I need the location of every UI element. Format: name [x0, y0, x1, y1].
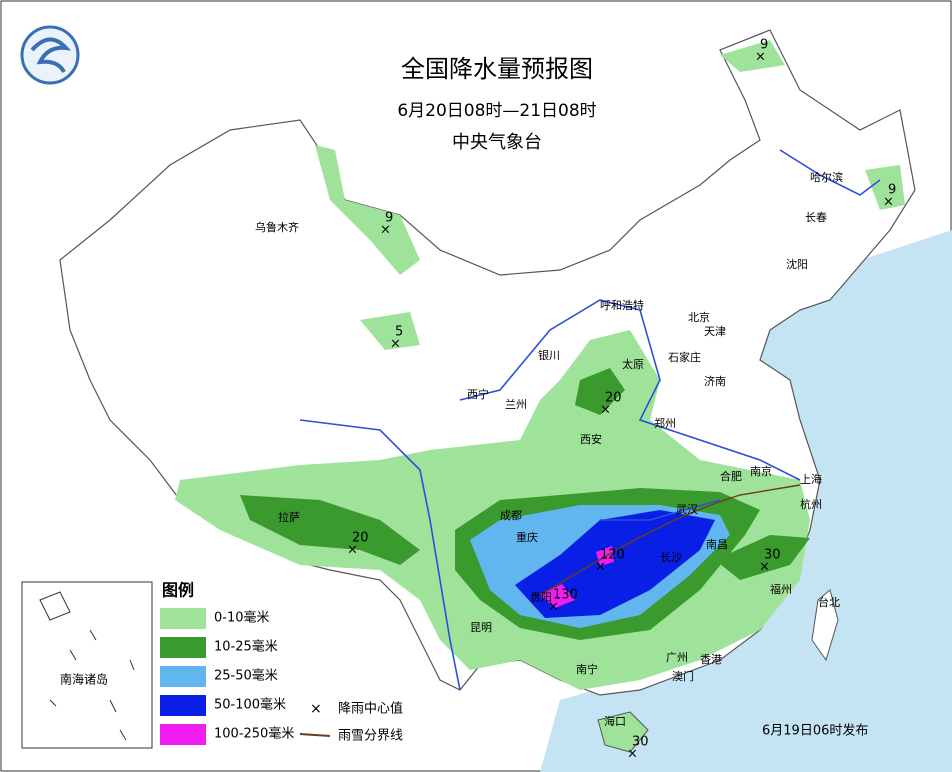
center-mark: × [627, 747, 638, 762]
inset-islands [39, 591, 135, 741]
city-label: 银川 [538, 348, 560, 362]
issuer: 中央气象台 [452, 132, 542, 153]
city-label: 杭州 [800, 497, 822, 511]
logo [20, 25, 80, 85]
city-label: 南京 [750, 464, 772, 478]
legend-label: 10-25毫米 [214, 639, 278, 655]
snow-line-key [299, 733, 331, 737]
center-mark: × [380, 223, 391, 238]
city-label: 兰州 [505, 398, 527, 411]
center-mark: × [755, 50, 766, 65]
city-label: 天津 [704, 325, 726, 338]
taiwan [811, 589, 839, 662]
city-label: 西安 [580, 432, 602, 446]
city-label: 郑州 [654, 416, 676, 430]
city-label: 福州 [770, 582, 792, 596]
city-label: 台北 [818, 595, 840, 609]
city-label: 贵阳 [530, 591, 552, 604]
center-mark: × [595, 560, 606, 575]
legend-swatch [160, 724, 206, 745]
city-label: 广州 [666, 651, 688, 664]
city-label: 南昌 [706, 538, 728, 551]
city-label: 石家庄 [668, 350, 701, 364]
city-label: 重庆 [516, 530, 538, 544]
city-label: 南宁 [576, 662, 598, 676]
city-label: 济南 [704, 374, 726, 388]
city-label: 香港 [700, 653, 722, 666]
rivers [299, 149, 881, 691]
city-label: 拉萨 [278, 510, 300, 524]
snow-line [539, 484, 801, 596]
center-value: 120 [600, 548, 625, 563]
hainan [597, 711, 649, 753]
issued: 6月19日06时发布 [762, 723, 868, 739]
rain-100-250 [540, 546, 614, 608]
city-label: 昆明 [470, 621, 492, 634]
center-mark: × [548, 600, 559, 615]
center-mark: × [347, 543, 358, 558]
center-mark: × [390, 337, 401, 352]
center-value: 130 [553, 588, 578, 603]
city-label: 上海 [800, 472, 822, 486]
center-value: 9 [385, 211, 393, 226]
inset-box [21, 581, 153, 749]
center-mark: × [600, 403, 611, 418]
legend-swatch [160, 666, 206, 687]
city-label: 长春 [805, 211, 827, 224]
center-mark: × [883, 195, 894, 210]
city-label: 太原 [622, 358, 644, 371]
legend-swatch [160, 637, 206, 658]
city-label: 哈尔滨 [810, 170, 843, 184]
center-value: 30 [764, 548, 781, 563]
center-label: 降雨中心值 [338, 701, 403, 717]
center-value: 20 [352, 531, 369, 546]
city-label: 呼和浩特 [600, 298, 644, 312]
center-value: 20 [605, 391, 622, 406]
center-symbol: × [310, 701, 322, 717]
city-label: 合肥 [720, 469, 742, 483]
legend-label: 0-10毫米 [214, 610, 270, 626]
city-label: 海口 [604, 714, 626, 728]
center-value: 5 [395, 325, 403, 340]
legend-label: 100-250毫米 [214, 726, 294, 742]
city-label: 武汉 [676, 503, 698, 516]
inset-label: 南海诸岛 [60, 672, 108, 687]
legend-label: 25-50毫米 [214, 668, 278, 684]
center-value: 9 [888, 183, 896, 198]
center-mark: × [759, 560, 770, 575]
city-label: 沈阳 [786, 257, 808, 271]
period: 6月20日08时—21日08时 [397, 101, 596, 121]
city-label: 成都 [500, 509, 522, 522]
city-label: 澳门 [672, 669, 694, 683]
legend-swatch [160, 608, 206, 629]
title: 全国降水量预报图 [401, 55, 593, 83]
legend-title: 图例 [162, 581, 194, 600]
rain-0-10-north [315, 40, 905, 350]
city-label: 长沙 [660, 551, 682, 564]
city-label: 乌鲁木齐 [255, 220, 299, 234]
city-label: 北京 [688, 310, 710, 324]
legend-label: 50-100毫米 [214, 697, 286, 713]
center-value: 30 [632, 735, 649, 750]
snow-line-label: 雨雪分界线 [338, 729, 403, 744]
legend-swatch [160, 695, 206, 716]
city-label: 西宁 [467, 387, 489, 401]
center-value: 9 [760, 38, 768, 53]
